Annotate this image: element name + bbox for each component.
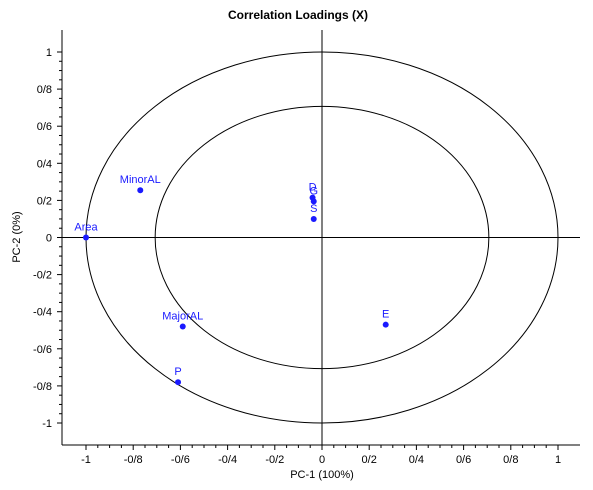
data-point <box>310 215 317 222</box>
x-tick-label: 1 <box>555 454 561 466</box>
x-tick-label: 0/6 <box>456 454 471 466</box>
y-tick-label: 0/4 <box>37 158 52 170</box>
data-point-label: P <box>174 366 181 378</box>
y-tick-label: 1 <box>46 47 52 59</box>
y-tick-label: 0/6 <box>37 121 52 133</box>
x-tick-label: 0/8 <box>503 454 518 466</box>
data-point <box>310 198 317 205</box>
x-tick-label: -0/8 <box>124 454 143 466</box>
x-tick-label: -0/4 <box>218 454 237 466</box>
x-tick-label: -0/2 <box>265 454 284 466</box>
data-point <box>382 321 389 328</box>
data-point <box>179 323 186 330</box>
chart-title: Correlation Loadings (X) <box>228 8 368 22</box>
y-tick-label: 0/2 <box>37 195 52 207</box>
x-tick-label: -1 <box>81 454 91 466</box>
data-point-label: E <box>382 309 389 321</box>
x-tick-label: 0/2 <box>362 454 377 466</box>
x-tick-label: -0/6 <box>171 454 190 466</box>
y-axis-label: PC-2 (0%) <box>11 211 23 262</box>
data-point-label: Area <box>74 222 98 234</box>
y-tick-label: 0 <box>46 233 52 245</box>
y-tick-label: -0/8 <box>33 381 52 393</box>
y-tick-label: -1 <box>42 418 52 430</box>
data-point-label: S <box>310 203 317 215</box>
x-tick-label: 0/4 <box>409 454 424 466</box>
data-point <box>137 187 144 194</box>
data-point-label: D <box>309 182 317 194</box>
data-point <box>175 379 182 386</box>
x-axis-label: PC-1 (100%) <box>290 469 354 481</box>
data-point-label: MajorAL <box>162 311 203 323</box>
y-tick-label: 0/8 <box>37 84 52 96</box>
data-point-label: G <box>309 185 318 197</box>
data-point <box>83 234 89 241</box>
y-tick-label: -0/2 <box>33 270 52 282</box>
y-tick-label: -0/4 <box>33 307 52 319</box>
data-point-label: MinorAL <box>120 174 161 186</box>
x-tick-label: 0 <box>319 454 325 466</box>
y-tick-label: -0/6 <box>33 344 52 356</box>
